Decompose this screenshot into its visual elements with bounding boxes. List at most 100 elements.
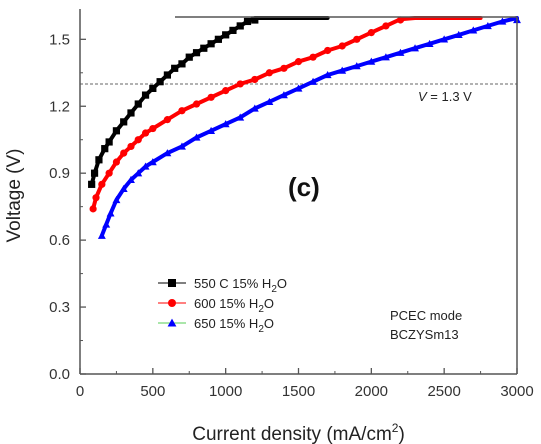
series-trace <box>99 16 519 238</box>
x-tick-label: 2000 <box>355 383 388 400</box>
legend-label-subscript: 2 <box>258 304 264 315</box>
y-tick-label: 1.5 <box>49 31 70 48</box>
data-point <box>149 84 157 92</box>
x-tick-label: 500 <box>140 383 165 400</box>
data-point <box>221 120 230 128</box>
data-point <box>411 44 419 52</box>
data-point <box>236 113 245 121</box>
data-point <box>112 196 121 204</box>
data-point <box>192 49 201 57</box>
data-point <box>134 100 142 108</box>
data-point <box>141 129 150 137</box>
data-point <box>101 145 109 153</box>
legend-label-end: O <box>264 296 274 311</box>
data-point <box>127 142 135 151</box>
data-point <box>102 220 111 228</box>
legend-label-end: O <box>264 316 274 331</box>
x-tick-label: 3000 <box>500 383 533 400</box>
x-tick-label: 2500 <box>427 383 460 400</box>
data-point <box>88 180 96 188</box>
data-point <box>338 66 347 74</box>
tick-marks <box>79 38 518 375</box>
legend-label: 550 C 15% H2O <box>194 276 287 295</box>
legend-label-main: 600 15% H <box>194 296 258 311</box>
series-square <box>88 16 330 188</box>
y-tick-label: 0.3 <box>49 299 70 316</box>
x-tick-label: 1500 <box>282 383 315 400</box>
data-point <box>207 126 216 134</box>
data-point <box>367 29 375 37</box>
legend-item: 600 15% H2O <box>158 296 274 315</box>
data-point <box>171 64 179 72</box>
data-point <box>178 107 186 115</box>
data-point <box>425 39 434 47</box>
data-point <box>141 162 150 170</box>
data-point <box>454 30 463 39</box>
reference-line-label-symbol: V <box>418 89 428 104</box>
data-point <box>396 48 405 56</box>
data-point <box>222 87 230 95</box>
data-point <box>381 53 390 61</box>
data-point <box>214 35 222 43</box>
data-point <box>120 149 128 157</box>
data-point <box>280 64 288 72</box>
data-point <box>134 136 142 144</box>
data-point <box>265 97 274 105</box>
data-point <box>324 46 332 55</box>
x-axis-title: Current density (mA/cm2) <box>192 421 405 444</box>
reference-line-label-value: = 1.3 V <box>427 89 472 104</box>
y-tick-label: 1.2 <box>49 98 70 115</box>
data-point <box>120 118 128 126</box>
data-point <box>98 180 106 188</box>
data-point <box>323 71 332 79</box>
data-point <box>353 35 361 43</box>
data-point <box>200 44 208 52</box>
data-point <box>163 116 171 124</box>
data-point <box>192 133 201 141</box>
x-tick-label: 1000 <box>209 383 242 400</box>
data-point <box>90 169 99 177</box>
data-point <box>92 194 100 202</box>
legend-item: 650 15% H2O <box>158 316 274 335</box>
data-point <box>243 17 252 26</box>
data-point <box>178 142 186 150</box>
data-point <box>207 93 215 101</box>
panel-label: (c) <box>288 172 320 202</box>
data-point <box>178 60 186 68</box>
series-circle <box>89 16 483 213</box>
data-point <box>89 205 97 213</box>
data-point <box>127 175 135 184</box>
legend-label: 600 15% H2O <box>194 296 274 315</box>
data-point <box>236 22 244 30</box>
data-point <box>207 40 215 48</box>
legend-label-end: O <box>277 276 287 291</box>
data-point <box>106 209 115 217</box>
legend-label-subscript: 2 <box>258 324 264 335</box>
data-point <box>97 231 106 239</box>
data-point <box>156 78 164 86</box>
y-tick-label: 0.6 <box>49 232 70 249</box>
series-triangle <box>97 16 521 239</box>
legend-marker <box>168 299 176 307</box>
annotation-line-1: PCEC mode <box>390 308 462 323</box>
x-axis-title-superscript: 2 <box>392 421 399 435</box>
data-point <box>498 17 507 25</box>
data-point <box>105 169 113 177</box>
data-point <box>119 184 128 192</box>
data-point <box>149 124 157 133</box>
data-point <box>396 16 405 24</box>
data-point <box>192 100 201 108</box>
legend-label: 650 15% H2O <box>194 316 274 335</box>
data-point <box>251 75 259 84</box>
data-point <box>352 62 361 70</box>
data-point <box>309 77 318 85</box>
data-point <box>163 149 172 157</box>
data-point <box>95 156 103 164</box>
x-axis-title-main: Current density (mA/cm <box>192 424 392 444</box>
data-point <box>367 57 376 65</box>
data-point <box>134 169 143 177</box>
data-point <box>279 91 288 99</box>
data-point <box>127 109 135 117</box>
data-point <box>222 31 230 39</box>
